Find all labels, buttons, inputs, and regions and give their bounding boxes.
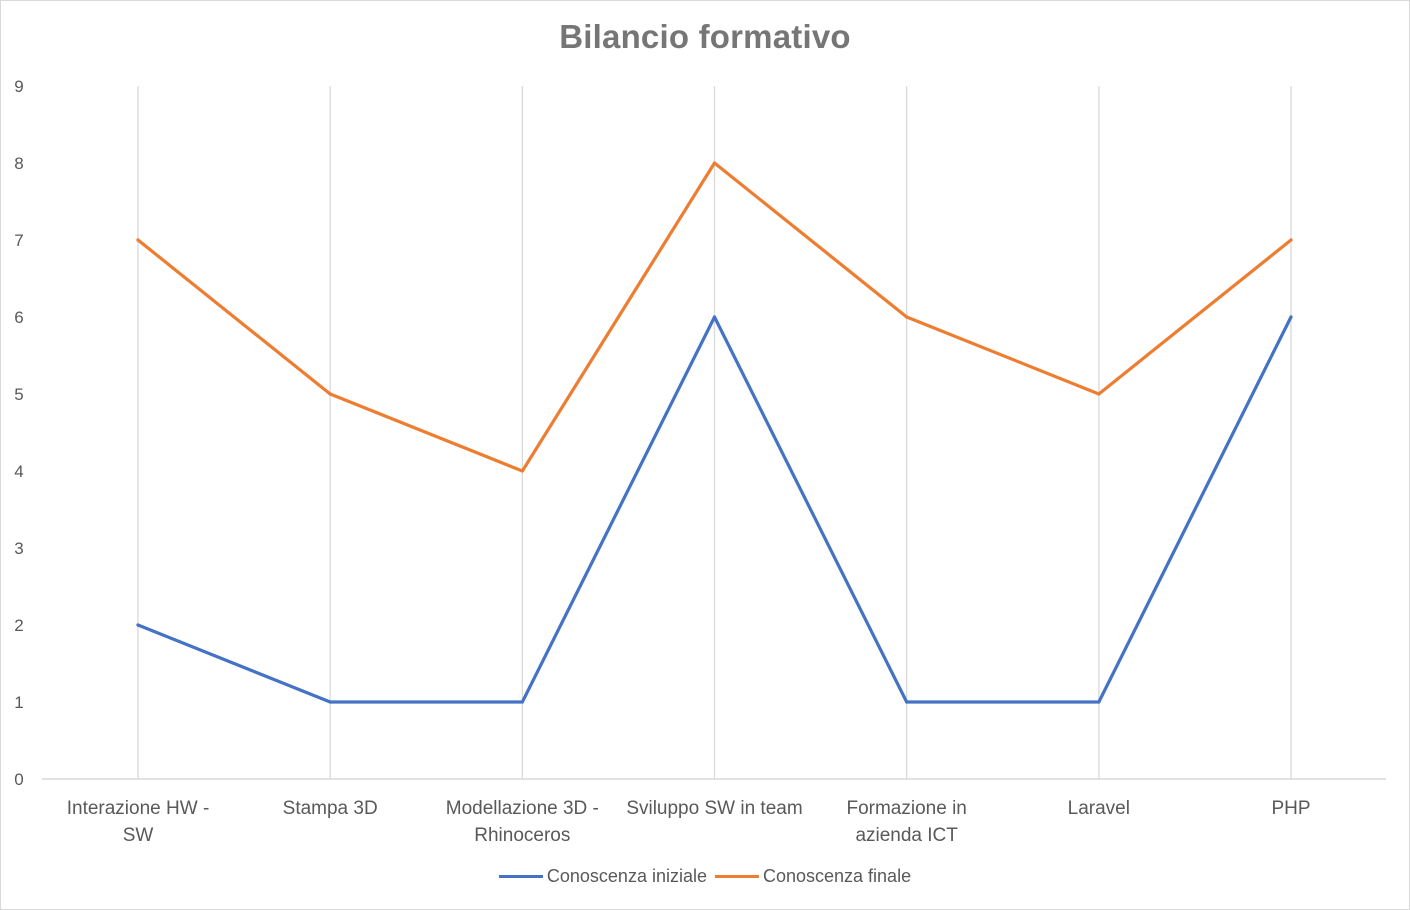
data-point (1097, 700, 1101, 704)
chart-legend: Conoscenza iniziale Conoscenza finale (0, 866, 1410, 887)
data-point (328, 700, 332, 704)
x-tick-label: SW (123, 825, 154, 846)
x-tick-label: PHP (1271, 798, 1310, 819)
data-point (136, 238, 140, 242)
x-tick-label: Rhinoceros (474, 825, 570, 846)
data-point (712, 161, 717, 165)
data-point (905, 315, 909, 319)
legend-label: Conoscenza finale (762, 866, 912, 886)
x-tick-label: Interazione HW - (67, 798, 210, 819)
y-tick-label: 5 (14, 385, 23, 404)
data-point (905, 700, 909, 704)
x-tick-label: Formazione in (846, 798, 966, 819)
y-tick-label: 1 (14, 693, 23, 712)
data-point (712, 315, 717, 319)
y-tick-label: 9 (14, 77, 23, 96)
legend-swatch (714, 875, 759, 878)
x-tick-label: Laravel (1068, 798, 1130, 819)
x-tick-label: Sviluppo SW in team (626, 798, 802, 819)
data-point (520, 469, 524, 473)
y-tick-label: 0 (14, 770, 23, 789)
y-tick-label: 4 (14, 462, 23, 481)
legend-swatch (498, 875, 543, 878)
y-tick-label: 7 (14, 231, 23, 250)
y-tick-label: 2 (14, 616, 23, 635)
data-point (136, 623, 140, 627)
data-point (1097, 392, 1101, 396)
legend-item-0: Conoscenza iniziale (498, 866, 707, 887)
x-tick-label: Modellazione 3D - (446, 798, 599, 819)
data-point (520, 700, 524, 704)
chart-title: Bilancio formativo (559, 18, 851, 55)
x-tick-label: Stampa 3D (283, 798, 378, 819)
legend-label: Conoscenza iniziale (546, 866, 707, 886)
data-point (1289, 238, 1293, 242)
y-tick-label: 6 (14, 308, 23, 327)
data-point (1289, 315, 1293, 319)
y-tick-label: 3 (14, 539, 23, 558)
y-tick-label: 8 (14, 154, 23, 173)
legend-item-1: Conoscenza finale (714, 866, 912, 887)
data-point (328, 392, 332, 396)
x-tick-label: azienda ICT (855, 825, 958, 846)
